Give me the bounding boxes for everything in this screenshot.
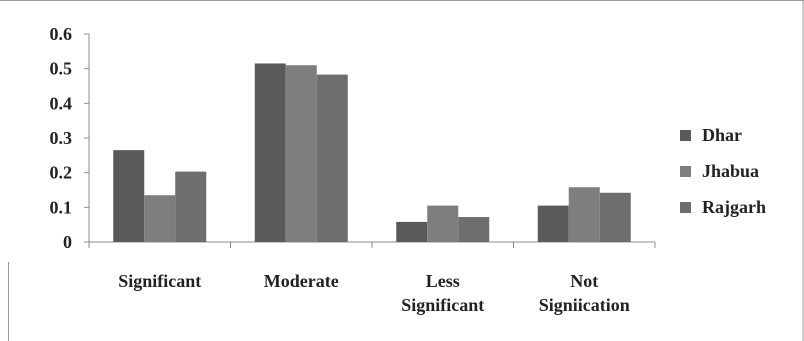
category-label: Significant: [118, 271, 201, 291]
bar-rajgarh: [175, 171, 207, 242]
bars: [113, 63, 631, 242]
bar-dhar: [254, 63, 286, 242]
legend: Dhar Jhabua Rajgarh: [680, 125, 766, 217]
category-label: Not: [570, 271, 598, 291]
y-tick-label: 0: [63, 232, 72, 252]
legend-swatch-rajgarh: [680, 202, 691, 213]
bar-jhabua: [144, 195, 176, 242]
y-tick-label: 0.1: [50, 197, 73, 217]
bar-dhar: [537, 205, 569, 242]
y-axis: 0 0.1 0.2 0.3 0.4 0.5 0.6: [50, 24, 90, 252]
legend-label-dhar: Dhar: [702, 125, 742, 145]
legend-swatch-jhabua: [680, 166, 691, 177]
y-tick-label: 0.6: [50, 24, 73, 44]
bar-jhabua: [285, 65, 317, 242]
category-label: Less: [426, 271, 460, 291]
bar-jhabua: [568, 187, 600, 242]
y-tick-label: 0.3: [50, 128, 73, 148]
y-tick-label: 0.2: [50, 163, 73, 183]
legend-label-jhabua: Jhabua: [702, 161, 759, 181]
bar-rajgarh: [316, 74, 348, 242]
bar-rajgarh: [458, 217, 490, 242]
legend-swatch-dhar: [680, 130, 691, 141]
category-label: Significant: [401, 295, 484, 315]
bar-dhar: [396, 221, 428, 242]
category-label: Moderate: [264, 271, 339, 291]
x-axis: [88, 241, 656, 248]
bar-dhar: [113, 150, 145, 242]
y-tick-label: 0.5: [50, 59, 73, 79]
category-label: Signiication: [539, 295, 630, 315]
y-tick-label: 0.4: [50, 93, 73, 113]
category-labels: Significant Moderate Less Significant Not Sig…: [118, 271, 630, 315]
bar-jhabua: [427, 205, 459, 242]
bar-rajgarh: [599, 192, 631, 242]
legend-label-rajgarh: Rajgarh: [702, 197, 766, 217]
